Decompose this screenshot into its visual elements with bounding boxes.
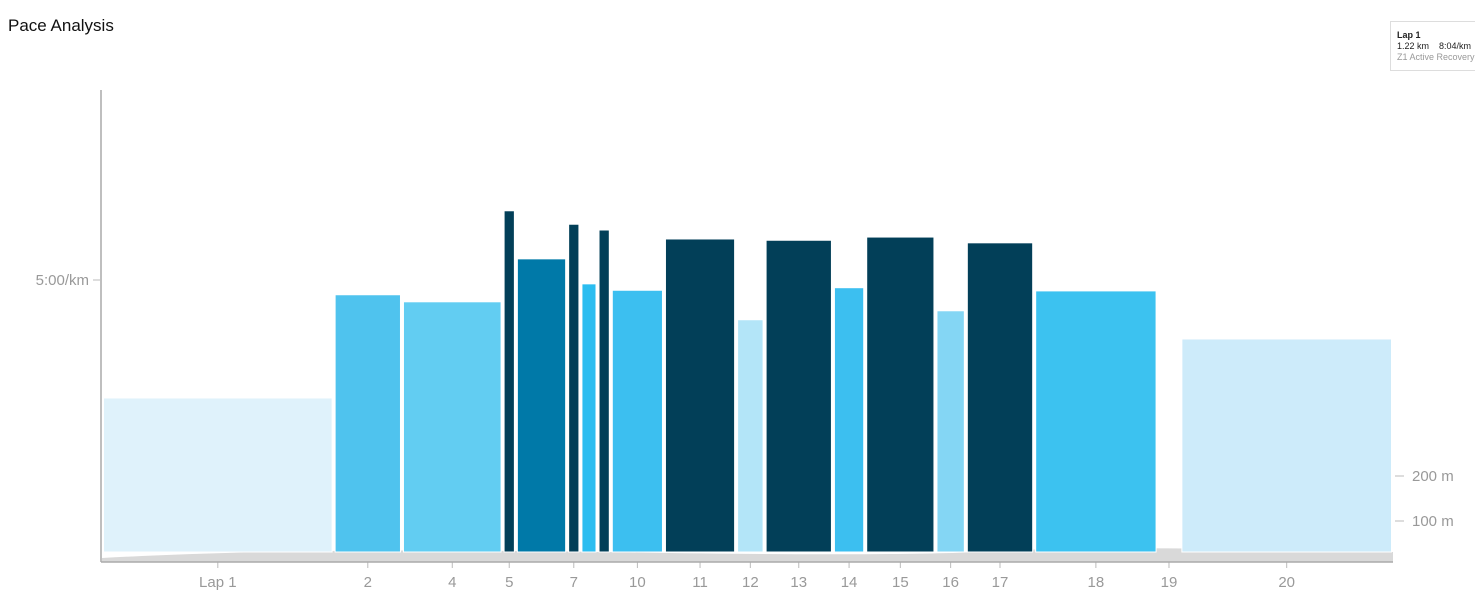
tooltip-zone: Z1 Active Recovery [1397,52,1475,62]
lap-bar-13 [765,239,832,553]
y-right-tick-label: 200 m [1412,468,1454,485]
lap-bar-10 [611,289,663,553]
lap-bar-4 [402,301,502,553]
x-tick-label: Lap 1 [199,574,237,591]
tooltip-pace: 8:04/km [1439,41,1472,51]
lap-bar-6 [516,258,567,553]
x-tick-label: 4 [448,574,456,591]
x-tick-label: 18 [1088,574,1105,591]
chart-title: Pace Analysis [8,16,114,35]
lap-bar-5 [503,210,515,553]
lap-bar-9 [598,229,610,553]
lap-bar-14 [833,287,865,553]
tooltip: Lap 1 1.22 km 8:04/km Z1 Active Recovery [1390,21,1475,71]
x-tick-label: 14 [841,574,858,591]
tooltip-lap: Lap 1 [1397,30,1421,40]
lap-bar-1 [103,397,333,553]
x-tick-label: 7 [570,574,578,591]
x-tick-label: 2 [364,574,372,591]
lap-bar-11 [664,238,736,553]
x-tick-label: 19 [1161,574,1178,591]
x-tick-label: 16 [942,574,959,591]
lap-bar-16 [936,310,965,553]
x-tick-label: 5 [505,574,513,591]
x-tick-label: 10 [629,574,646,591]
lap-bar-17 [966,242,1034,553]
y-right-tick-label: 100 m [1412,513,1454,530]
lap-bar-7 [568,223,580,553]
lap-bar-12 [737,319,764,553]
x-tick-label: 20 [1278,574,1295,591]
y-left-tick-label: 5:00/km [36,272,89,289]
lap-bar-8 [581,283,597,553]
x-tick-label: 17 [992,574,1009,591]
x-tick-label: 13 [790,574,807,591]
lap-bar-2 [334,294,401,553]
x-tick-label: 12 [742,574,759,591]
lap-bar-20 [1181,338,1393,553]
lap-bar-15 [866,236,935,553]
tooltip-distance: 1.22 km [1397,41,1430,51]
x-tick-label: 11 [692,574,708,591]
x-tick-label: 15 [892,574,909,591]
lap-bar-18 [1035,290,1157,553]
